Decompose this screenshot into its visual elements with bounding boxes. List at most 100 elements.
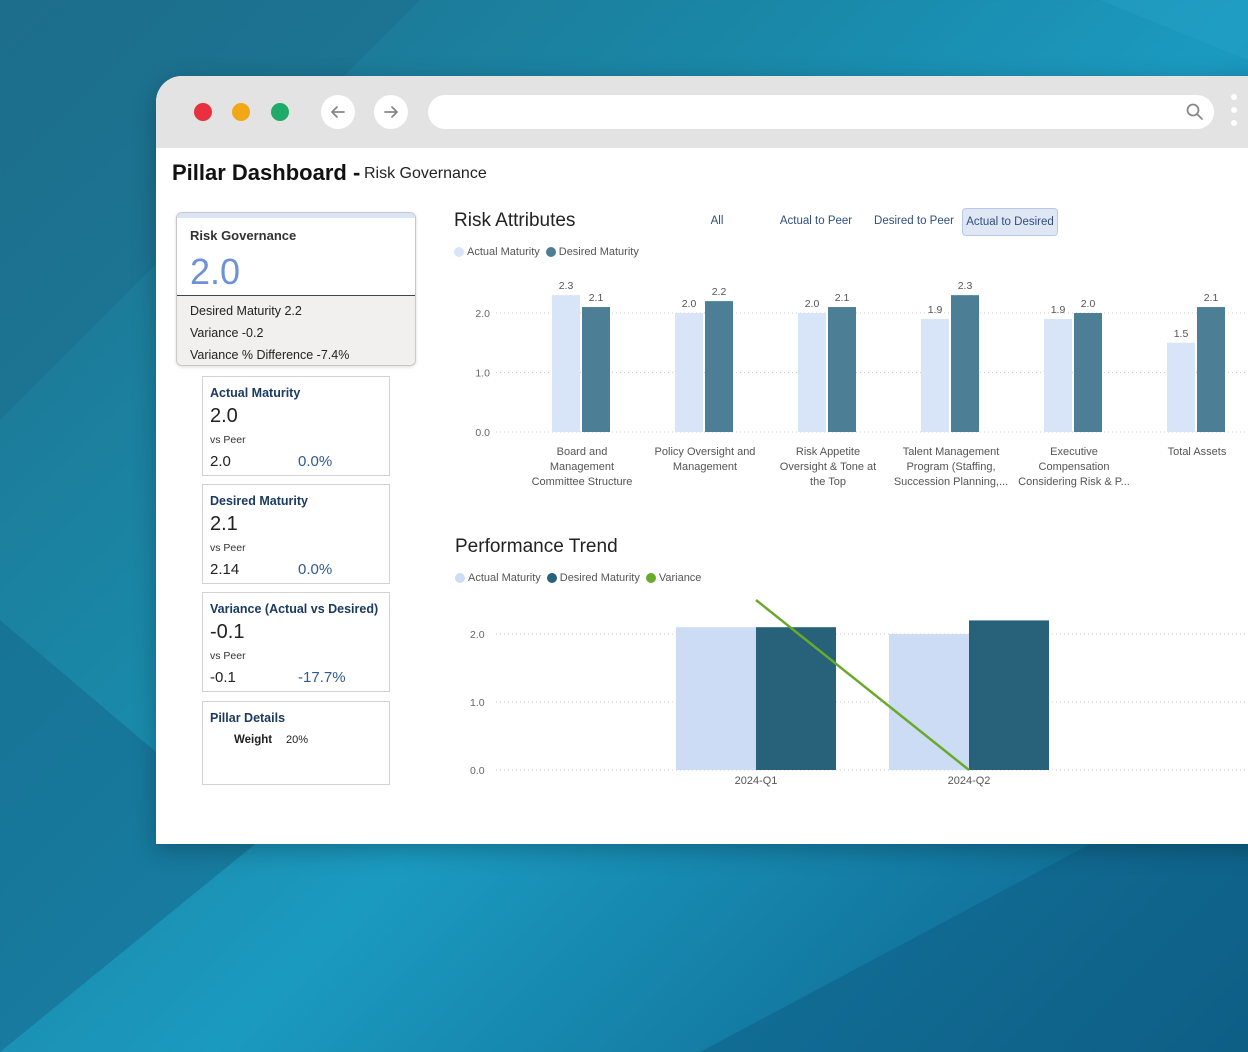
kpi-vs-label: vs Peer xyxy=(210,434,246,446)
kpi-desired-maturity[interactable]: Desired Maturity 2.1 vs Peer 2.14 0.0% xyxy=(202,484,390,584)
x-tick-label: Talent Management xyxy=(903,446,1000,458)
x-tick-label: the Top xyxy=(810,476,846,488)
bar-desired xyxy=(828,307,856,432)
bar-desired xyxy=(1197,307,1225,432)
bar-actual xyxy=(889,634,969,770)
legend-swatch-actual xyxy=(455,573,465,583)
bar-actual xyxy=(798,313,826,432)
bar-actual xyxy=(921,318,949,432)
x-tick-label: Committee Structure xyxy=(532,476,633,488)
kpi-variance[interactable]: Variance (Actual vs Desired) -0.1 vs Pee… xyxy=(202,592,390,692)
y-tick-label: 2.0 xyxy=(475,308,490,320)
y-tick-label: 2.0 xyxy=(470,629,485,641)
x-tick-label: Total Assets xyxy=(1168,446,1227,458)
x-tick-label: Executive xyxy=(1050,446,1098,458)
arrow-right-icon xyxy=(384,106,398,118)
x-tick-label: Considering Risk & P... xyxy=(1018,476,1130,488)
kpi-peer-pct: 0.0% xyxy=(298,561,333,578)
y-tick-label: 0.0 xyxy=(475,427,490,439)
data-label: 2.3 xyxy=(958,280,973,292)
bar-actual xyxy=(675,313,703,432)
kpi-value: 2.0 xyxy=(210,405,238,427)
variance-pct-text: Variance % Difference -7.4% xyxy=(190,348,350,362)
kpi-title: Variance (Actual vs Desired) xyxy=(210,602,379,616)
forward-button[interactable] xyxy=(374,95,408,129)
legend-item-variance: Variance xyxy=(645,572,701,584)
legend-swatch-desired xyxy=(545,247,556,257)
kpi-value: -0.1 xyxy=(210,621,245,643)
performance-trend-chart: 0.0 1.0 2.0 2024-Q1 2024-Q2 xyxy=(470,599,1248,787)
risk-attributes-chart: 0.0 1.0 2.0 2.3 2.1 Board and Management Commit… xyxy=(475,280,1248,488)
bar-actual xyxy=(676,627,756,770)
x-tick-label: Policy Oversight and xyxy=(655,446,756,458)
legend-swatch-desired xyxy=(546,573,557,583)
more-menu-icon[interactable] xyxy=(1230,94,1238,134)
x-tick-label: Compensation xyxy=(1039,461,1110,473)
kpi-peer-pct: -17.7% xyxy=(298,669,346,686)
y-tick-label: 0.0 xyxy=(470,765,485,777)
kpi-actual-maturity[interactable]: Actual Maturity 2.0 vs Peer 2.0 0.0% xyxy=(202,376,390,476)
performance-trend-legend: Actual Maturity Desired Maturity Varianc… xyxy=(455,572,707,584)
x-tick-label: Management xyxy=(550,461,614,473)
legend-label: Desired Maturity xyxy=(559,572,640,584)
legend-item-actual: Actual Maturity xyxy=(454,246,540,258)
address-bar[interactable] xyxy=(428,95,1214,129)
x-tick-label: Succession Planning,... xyxy=(894,476,1008,488)
desired-maturity-text: Desired Maturity 2.2 xyxy=(190,304,302,318)
legend-swatch-actual xyxy=(454,247,464,257)
weight-value: 20% xyxy=(286,734,309,746)
data-label: 2.0 xyxy=(682,298,697,310)
variance-text: Variance -0.2 xyxy=(190,326,264,340)
kpi-peer-value: 2.14 xyxy=(210,561,240,578)
bar-desired xyxy=(1074,313,1102,432)
pillar-details-title: Pillar Details xyxy=(210,711,286,725)
data-label: 2.1 xyxy=(589,292,604,304)
y-tick-label: 1.0 xyxy=(475,368,490,380)
data-label: 2.0 xyxy=(805,298,820,310)
maximize-window-dot[interactable] xyxy=(271,103,289,121)
kpi-peer-pct: 0.0% xyxy=(298,453,333,470)
filter-desired-to-peer-button[interactable]: Desired to Peer xyxy=(874,215,954,227)
bar-actual xyxy=(1167,342,1195,432)
bar-actual xyxy=(1044,318,1072,432)
page-subtitle: Risk Governance xyxy=(364,165,487,182)
x-tick-label: Program (Staffing, xyxy=(906,461,995,473)
summary-card-value: 2.0 xyxy=(190,251,241,292)
bar-desired xyxy=(756,627,836,770)
legend-label: Actual Maturity xyxy=(467,246,540,258)
bar-actual xyxy=(552,295,580,432)
legend-item-desired: Desired Maturity xyxy=(546,572,640,584)
search-icon[interactable] xyxy=(1186,103,1204,121)
browser-window: Pillar Dashboard - Risk Governance Risk … xyxy=(156,76,1248,844)
kpi-title: Actual Maturity xyxy=(210,386,301,400)
filter-actual-to-desired-button[interactable]: Actual to Desired xyxy=(962,208,1058,236)
risk-attributes-legend: Actual Maturity Desired Maturity xyxy=(454,246,645,258)
data-label: 1.5 xyxy=(1174,328,1189,340)
data-label: 1.9 xyxy=(928,304,943,316)
y-tick-label: 1.0 xyxy=(470,697,485,709)
kpi-value: 2.1 xyxy=(210,513,238,535)
kpi-title: Desired Maturity xyxy=(210,494,308,508)
bar-desired xyxy=(969,620,1049,770)
pillar-details-card: Pillar Details Weight 20% xyxy=(202,701,390,785)
x-tick-label: Risk Appetite xyxy=(796,446,860,458)
variance-line xyxy=(755,599,970,771)
browser-chrome xyxy=(156,76,1248,148)
kpi-vs-label: vs Peer xyxy=(210,650,246,662)
data-label: 1.9 xyxy=(1051,304,1066,316)
summary-card-details: Desired Maturity 2.2 Variance -0.2 Varia… xyxy=(177,295,415,365)
data-label: 2.1 xyxy=(835,292,850,304)
x-tick-label: 2024-Q2 xyxy=(948,775,991,787)
bar-desired xyxy=(705,301,733,432)
back-button[interactable] xyxy=(321,95,355,129)
summary-card[interactable]: Risk Governance 2.0 Desired Maturity 2.2… xyxy=(176,212,416,366)
performance-trend-title: Performance Trend xyxy=(455,536,618,557)
data-label: 2.1 xyxy=(1204,292,1219,304)
data-label: 2.0 xyxy=(1081,298,1096,310)
minimize-window-dot[interactable] xyxy=(232,103,250,121)
summary-card-title: Risk Governance xyxy=(190,228,297,243)
filter-all-button[interactable]: All xyxy=(710,215,724,227)
close-window-dot[interactable] xyxy=(194,103,212,121)
risk-attributes-title: Risk Attributes xyxy=(454,210,576,231)
filter-actual-to-peer-button[interactable]: Actual to Peer xyxy=(779,215,853,227)
